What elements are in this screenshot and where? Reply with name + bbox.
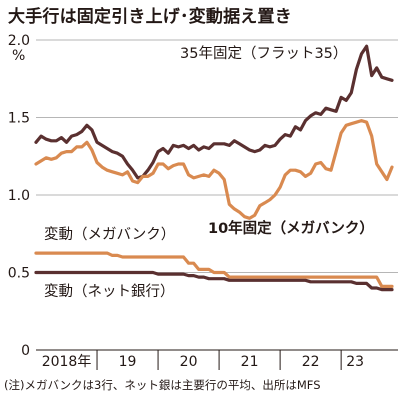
- y-axis-unit: %: [12, 48, 25, 64]
- series-line-2: [34, 251, 394, 288]
- y-tick-label: 0.5: [8, 266, 30, 282]
- y-tick-label: 1.5: [8, 111, 30, 127]
- x-tick-label: 20: [180, 354, 198, 370]
- x-tick-label: 21: [241, 354, 259, 370]
- x-tick-label: 22: [302, 354, 320, 370]
- x-tick-marks: [96, 350, 342, 370]
- y-tick-label: 1.0: [8, 188, 30, 204]
- series-line-1: [34, 118, 394, 220]
- series-label-variable-mega: 変動（メガバンク）: [44, 226, 175, 243]
- x-tick-labels: 2018年 19 20 21 22 23: [42, 354, 364, 370]
- x-tick-label: 19: [119, 354, 137, 370]
- x-tick-label: 2018年: [42, 354, 92, 370]
- series-line-0: [34, 44, 394, 180]
- series-lines: [34, 44, 394, 292]
- footnote: (注)メガバンクは3行、ネット銀は主要行の平均、出所はMFS: [4, 378, 321, 392]
- series-line-3: [34, 270, 394, 292]
- series-label-flat35: 35年固定（フラット35）: [180, 45, 347, 62]
- x-tick-label: 23: [346, 354, 364, 370]
- y-tick-labels: 2.0 1.5 1.0 0.5 0: [8, 33, 30, 359]
- y-tick-label: 2.0: [8, 33, 30, 49]
- series-label-variable-net: 変動（ネット銀行）: [44, 283, 175, 300]
- chart-title: 大手行は固定引き上げ･変動据え置き: [8, 7, 292, 27]
- y-tick-label: 0: [21, 343, 30, 359]
- series-label-fixed10-mega: 10年固定（メガバンク）: [208, 219, 374, 237]
